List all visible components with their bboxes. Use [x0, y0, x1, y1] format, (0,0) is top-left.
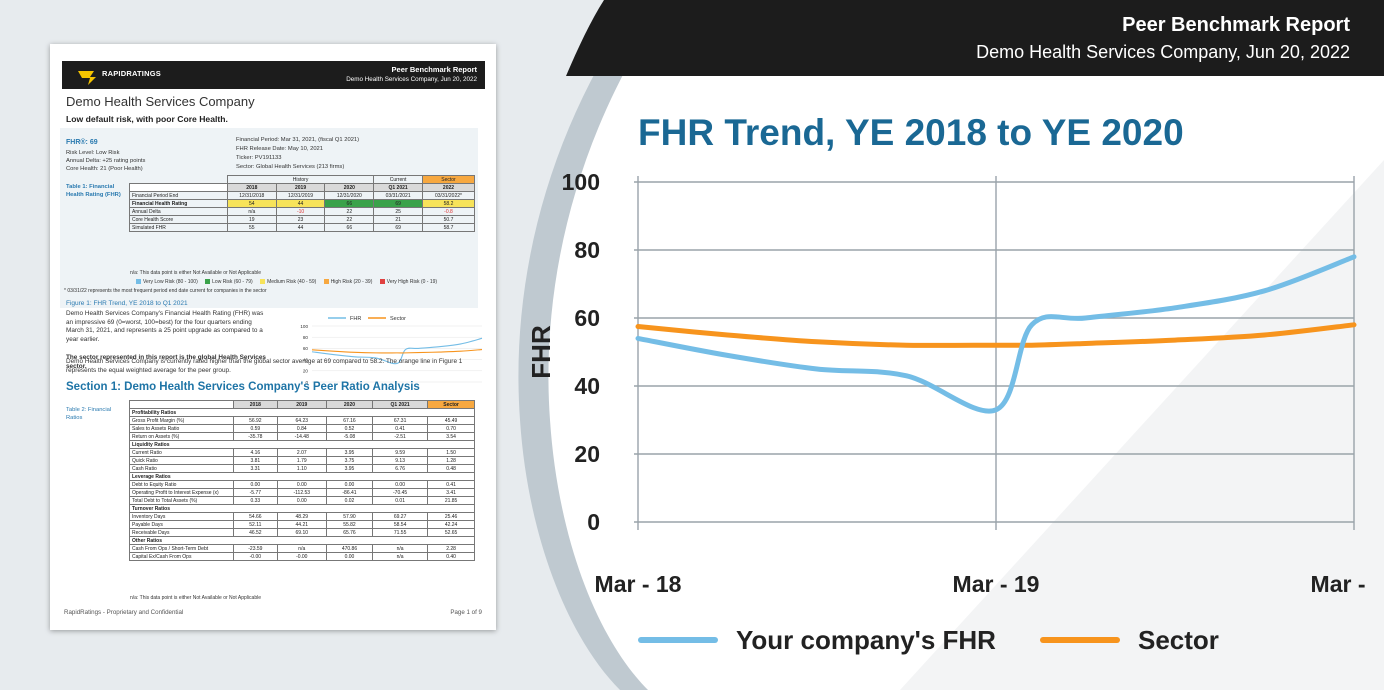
y-tick-label: 60	[574, 305, 600, 331]
doc-table1-foot: * 03/31/22 represents the most frequent …	[64, 288, 267, 294]
doc-headline: Low default risk, with poor Core Health.	[66, 114, 228, 124]
mini-y-tick-label: 0	[305, 380, 308, 385]
y-tick-label: 0	[587, 509, 600, 535]
x-tick-label: Mar - 20	[1311, 571, 1370, 597]
doc-table1-label: Table 1: Financial Health Rating (FHR)	[66, 184, 121, 198]
y-tick-label: 100	[562, 169, 600, 195]
mini-y-tick-label: 100	[300, 324, 308, 329]
report-title: Peer Benchmark Report	[1122, 14, 1350, 36]
y-axis-label: FHR	[530, 325, 556, 379]
risk-legend-item: Medium Risk (40 - 59)	[267, 279, 317, 285]
doc-table2-label: Table 2: Financial Ratios	[66, 407, 112, 421]
legend-swatch-fhr	[638, 637, 718, 643]
y-tick-label: 80	[574, 237, 600, 263]
doc-ticker: Ticker: PV191133	[236, 155, 282, 161]
mini-y-tick-label: 60	[303, 346, 309, 351]
doc-table2-note: n/a: This data point is either Not Avail…	[130, 595, 262, 601]
mini-legend-label-fhr: FHR	[350, 316, 361, 322]
doc-fhr-table: History Current Sector 2018 2019 2020 Q1 2021…	[129, 175, 476, 232]
risk-legend-item: Very High Risk (0 - 19)	[386, 279, 438, 285]
legend-label-sector: Sector	[1138, 624, 1219, 655]
chart-title: FHR Trend, YE 2018 to YE 2020	[638, 112, 1184, 153]
doc-page-number: Page 1 of 9	[450, 609, 482, 616]
doc-report-title: Peer Benchmark Report	[391, 65, 477, 74]
doc-core-health: Core Health: 21 (Poor Health)	[66, 166, 143, 172]
doc-risk-level: Risk Level: Low Risk	[66, 150, 120, 156]
doc-report-subtitle: Demo Health Services Company, Jun 20, 20…	[346, 76, 477, 83]
x-tick-label: Mar - 19	[953, 571, 1040, 597]
doc-mini-chart: FHR Sector 0 20 40 60 80 100	[300, 316, 483, 385]
fhr-trend-chart: 0 20 40 60 80 100 Mar - 18 Mar - 19 Mar - 20 FHR	[530, 169, 1370, 597]
mini-fhr-line	[311, 337, 483, 365]
doc-fig1-paragraph2: The sector represented in this report is…	[66, 354, 266, 370]
doc-header: RAPIDRATINGS Peer Benchmark Report Demo …	[62, 61, 485, 89]
doc-fig1-title: Figure 1: FHR Trend, YE 2018 to Q1 2021	[66, 300, 188, 307]
mini-y-tick-label: 40	[303, 357, 309, 362]
doc-annual-delta: Annual Delta: +25 rating points	[66, 158, 146, 164]
doc-risk-legend: Very Low Risk (80 - 100) Low Risk (60 - …	[130, 279, 437, 285]
mini-y-tick-label: 20	[303, 369, 309, 374]
report-document-thumbnail: RAPIDRATINGS Peer Benchmark Report Demo …	[50, 44, 496, 630]
doc-section1-title: Section 1: Demo Health Services Company'…	[66, 381, 420, 393]
risk-legend-item: Very Low Risk (80 - 100)	[143, 279, 198, 285]
doc-fig1-paragraph3-text: Demo Health Services Company is currentl…	[66, 358, 463, 374]
y-tick-label: 40	[574, 373, 600, 399]
doc-brand: RAPIDRATINGS	[102, 69, 161, 78]
rapidratings-logo-icon	[78, 71, 96, 85]
legend-item-fhr: Your company's FHR	[638, 623, 996, 657]
doc-fig1-paragraph: Demo Health Services Company's Financial…	[66, 310, 264, 343]
doc-fhr: FHR®: 69	[66, 139, 98, 146]
legend-swatch-sector	[1040, 637, 1120, 643]
sector-series-line	[635, 322, 1357, 348]
y-tick-label: 20	[574, 441, 600, 467]
fhr-series-line	[635, 254, 1357, 414]
header-bar	[566, 0, 1384, 76]
risk-legend-item: Low Risk (60 - 79)	[212, 279, 253, 285]
chart-legend: Your company's FHR Sector	[0, 623, 1384, 657]
x-tick-label: Mar - 18	[595, 571, 682, 597]
doc-footer: RapidRatings - Proprietary and Confident…	[64, 609, 184, 616]
doc-release-date: FHR Release Date: May 10, 2021	[236, 146, 323, 152]
risk-legend-item: High Risk (20 - 39)	[330, 279, 373, 285]
doc-table1-note: n/a: This data point is either Not Avail…	[130, 270, 262, 276]
doc-ratio-table: 2018 2019 2020 Q1 2021 Sector Profitability …	[129, 400, 475, 561]
doc-company-name: Demo Health Services Company	[66, 94, 255, 109]
doc-sector: Sector: Global Health Services (213 firm…	[236, 164, 345, 170]
report-subtitle: Demo Health Services Company, Jun 20, 20…	[976, 42, 1350, 62]
legend-item-sector: Sector	[1040, 623, 1219, 657]
legend-label-fhr: Your company's FHR	[736, 624, 996, 655]
doc-financial-period: Financial Period: Mar 31, 2021, (fiscal …	[236, 137, 360, 143]
mini-sector-line	[311, 348, 483, 354]
mini-legend-label-sector: Sector	[390, 316, 406, 322]
mini-y-tick-label: 80	[303, 335, 309, 340]
